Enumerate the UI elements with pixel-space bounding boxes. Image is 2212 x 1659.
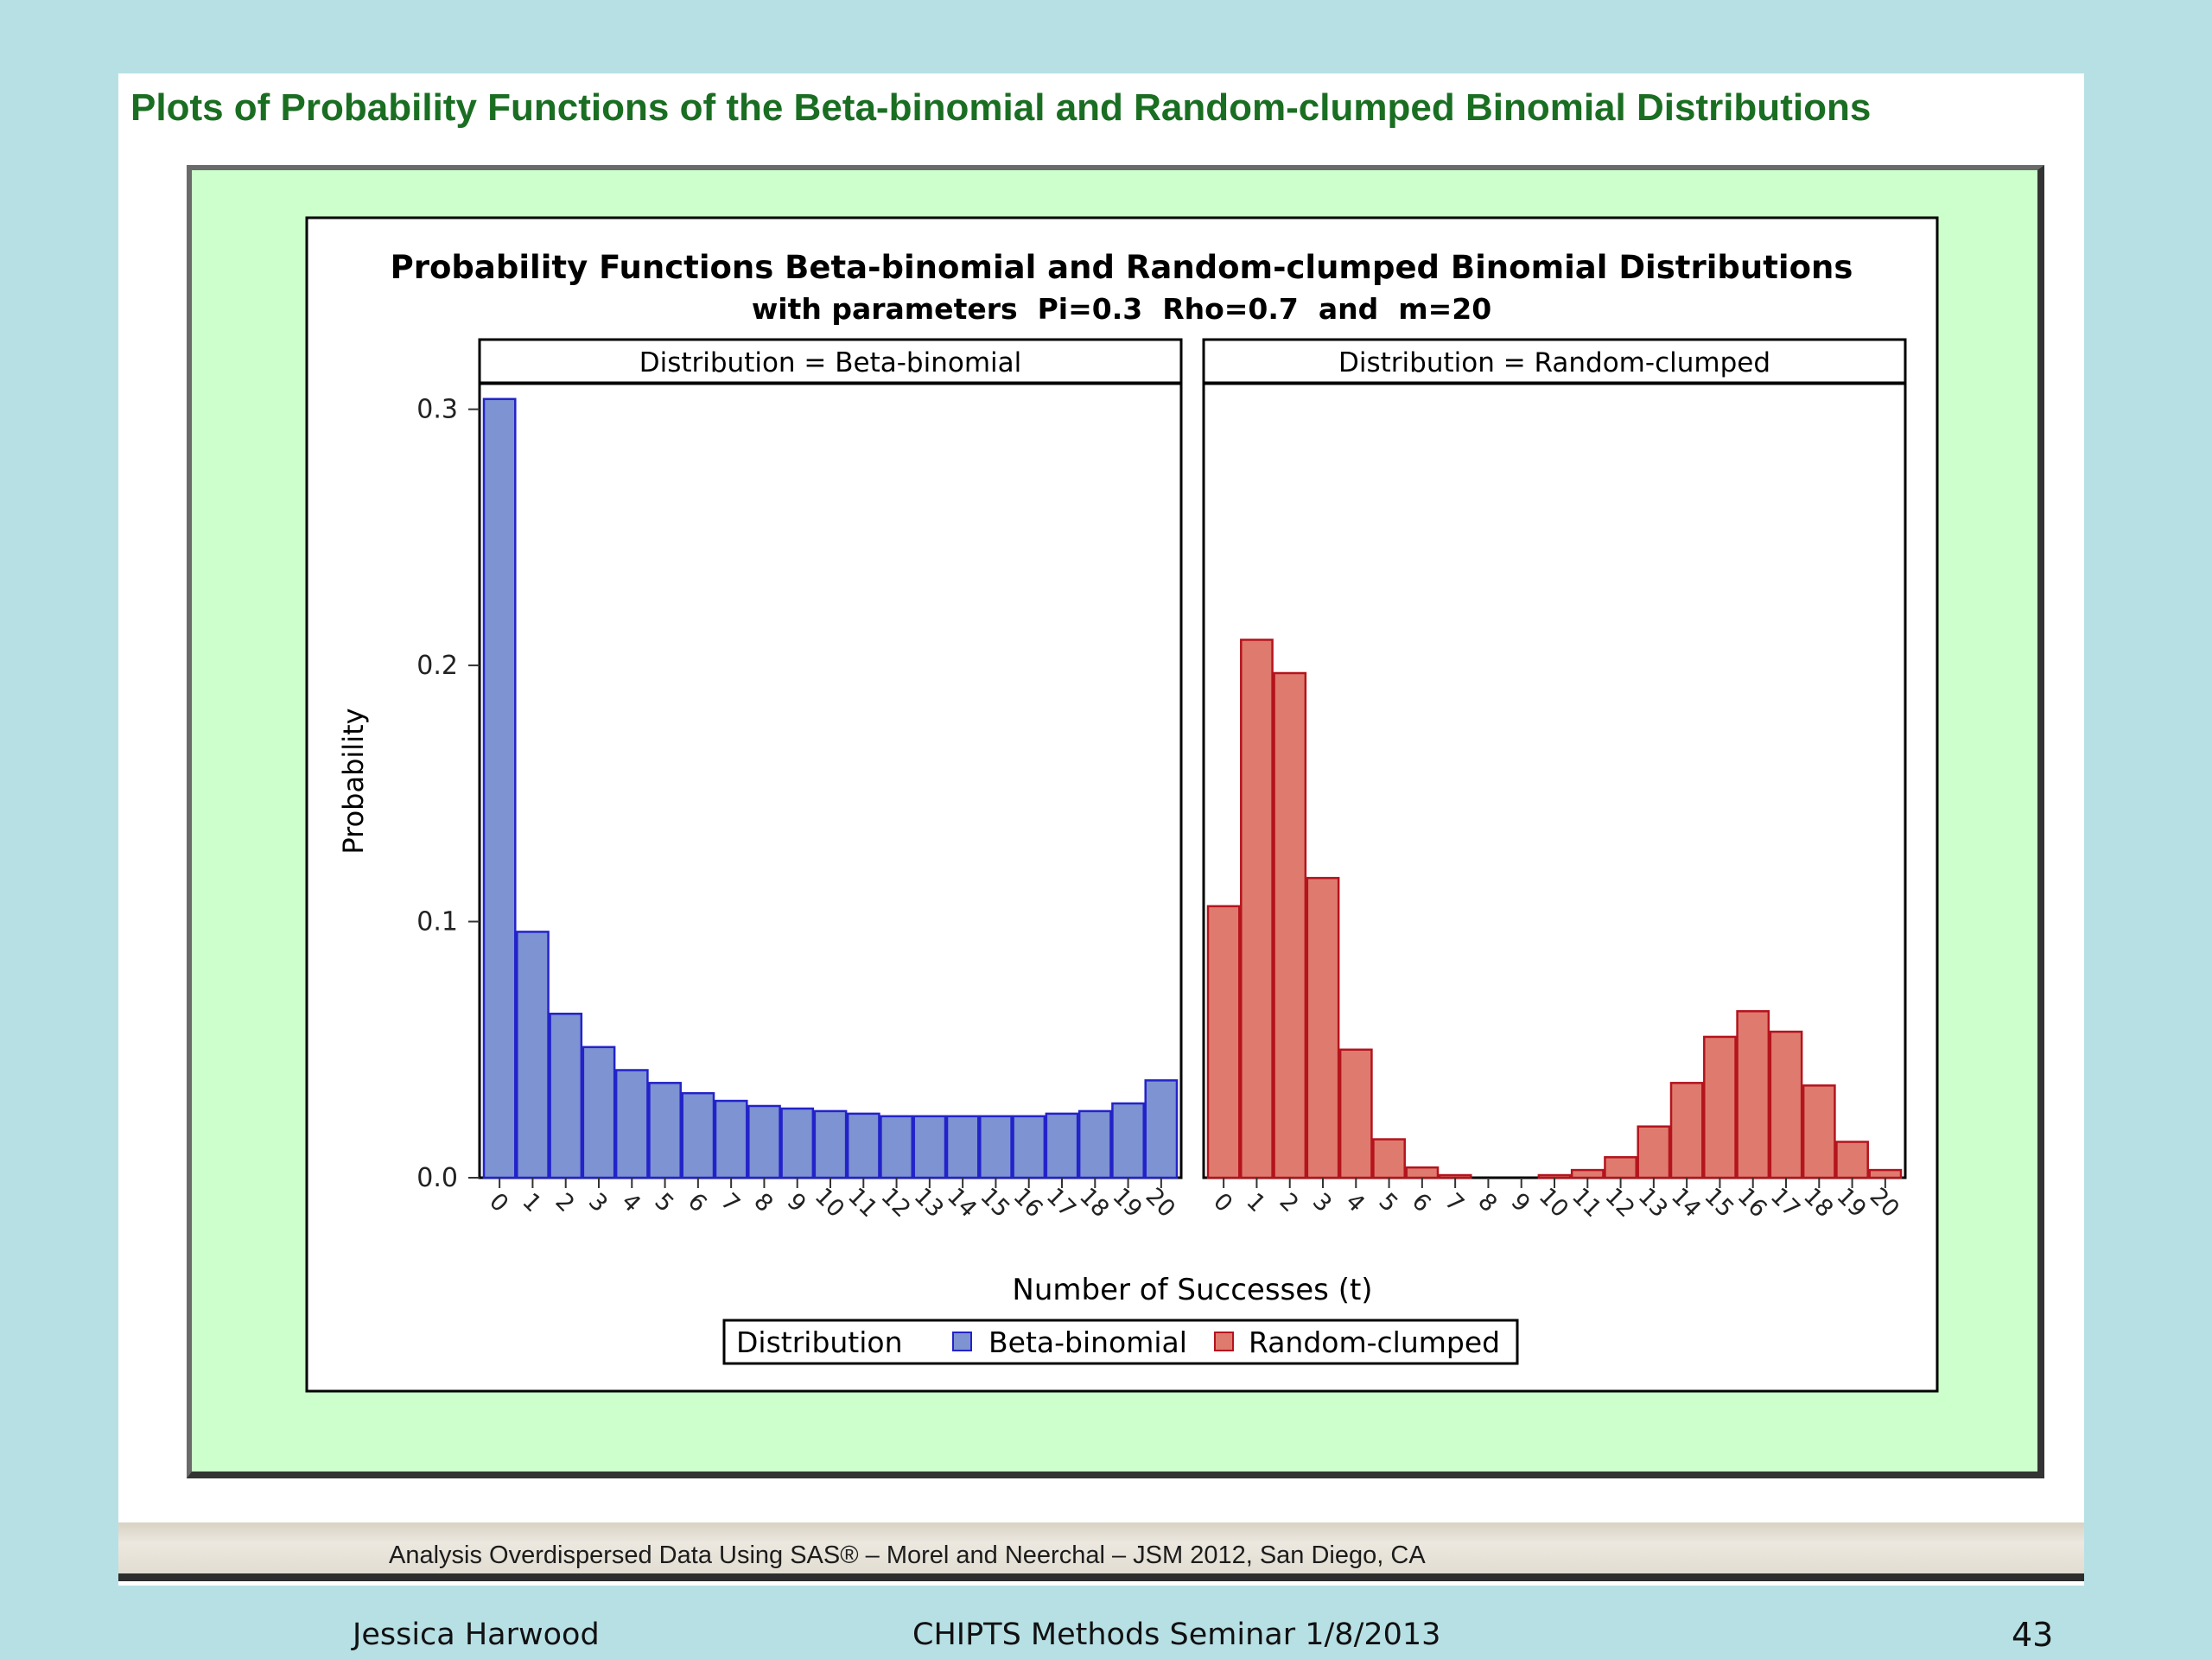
chart-subtitle: with parameters Pi=0.3 Rho=0.7 and m=20 — [752, 292, 1491, 326]
bar-beta-binomial-8 — [747, 1104, 781, 1179]
bar-beta-binomial-7 — [714, 1099, 748, 1179]
bar-random-clumped-20 — [1868, 1168, 1903, 1179]
legend-box — [722, 1319, 1519, 1365]
chart-area — [305, 216, 1939, 1393]
legend-title: Distribution — [736, 1325, 903, 1359]
bar-beta-binomial-17 — [1045, 1112, 1079, 1179]
bar-random-clumped-18 — [1802, 1084, 1836, 1179]
bar-random-clumped-15 — [1703, 1035, 1737, 1179]
bar-beta-binomial-15 — [979, 1115, 1013, 1179]
bar-random-clumped-16 — [1736, 1010, 1770, 1179]
bar-beta-binomial-12 — [880, 1115, 913, 1179]
bar-beta-binomial-11 — [846, 1112, 880, 1179]
bar-beta-binomial-3 — [582, 1046, 616, 1179]
bar-random-clumped-13 — [1637, 1125, 1671, 1179]
legend-label-beta-binomial: Beta-binomial — [988, 1325, 1187, 1359]
bar-beta-binomial-14 — [945, 1115, 980, 1179]
y-tick-label-0.2: 0.2 — [416, 651, 458, 681]
slide-title: Plots of Probability Functions of the Be… — [130, 86, 1872, 129]
author-name: Jessica Harwood — [353, 1618, 600, 1652]
bar-beta-binomial-9 — [780, 1107, 815, 1179]
chart-title: Probability Functions Beta-binomial and … — [391, 249, 1853, 286]
legend: Distribution Beta-binomial Random-clumpe… — [722, 1319, 1519, 1365]
y-tick-label-0.1: 0.1 — [416, 907, 458, 938]
bar-random-clumped-12 — [1604, 1156, 1637, 1179]
footer-banner-text: Analysis Overdispersed Data Using SAS® –… — [389, 1541, 1426, 1569]
bar-beta-binomial-0 — [482, 397, 517, 1179]
bar-beta-binomial-13 — [912, 1115, 947, 1179]
x-axis-label: Number of Successes (t) — [1012, 1273, 1372, 1307]
y-tick-label-0.3: 0.3 — [416, 395, 458, 425]
bar-random-clumped-14 — [1669, 1082, 1704, 1179]
bar-random-clumped-1 — [1240, 639, 1274, 1179]
bar-random-clumped-2 — [1273, 671, 1307, 1179]
bar-random-clumped-0 — [1206, 905, 1241, 1179]
bar-random-clumped-19 — [1835, 1141, 1869, 1179]
bar-beta-binomial-1 — [516, 931, 550, 1179]
panel-label-beta-binomial: Distribution = Beta-binomial — [639, 347, 1022, 378]
bar-beta-binomial-19 — [1111, 1102, 1145, 1179]
legend-swatch-random-clumped — [1214, 1332, 1234, 1351]
bar-random-clumped-4 — [1338, 1048, 1373, 1179]
bar-beta-binomial-4 — [614, 1069, 649, 1179]
y-tick-label-0.0: 0.0 — [416, 1163, 458, 1193]
bar-random-clumped-17 — [1769, 1030, 1803, 1179]
bar-random-clumped-11 — [1570, 1168, 1605, 1179]
legend-swatch-beta-binomial — [952, 1332, 972, 1351]
bar-beta-binomial-6 — [681, 1091, 715, 1179]
bar-random-clumped-6 — [1405, 1166, 1440, 1179]
bar-random-clumped-7 — [1438, 1173, 1472, 1179]
bar-beta-binomial-20 — [1144, 1079, 1179, 1179]
bar-beta-binomial-18 — [1077, 1109, 1112, 1179]
bar-beta-binomial-16 — [1012, 1115, 1046, 1179]
panel-label-random-clumped: Distribution = Random-clumped — [1338, 347, 1770, 378]
page-number: 43 — [2012, 1616, 2054, 1654]
panel-header-beta-binomial — [478, 338, 1183, 385]
bar-beta-binomial-10 — [813, 1109, 848, 1179]
bar-random-clumped-3 — [1306, 876, 1340, 1179]
bar-random-clumped-5 — [1372, 1138, 1406, 1179]
bar-random-clumped-10 — [1537, 1173, 1572, 1179]
y-axis-label: Probability — [337, 708, 370, 854]
bar-beta-binomial-2 — [549, 1013, 583, 1179]
bar-beta-binomial-5 — [648, 1082, 682, 1179]
footer-banner — [118, 1522, 2084, 1581]
legend-label-random-clumped: Random-clumped — [1249, 1325, 1500, 1359]
event-name: CHIPTS Methods Seminar 1/8/2013 — [912, 1618, 1441, 1652]
